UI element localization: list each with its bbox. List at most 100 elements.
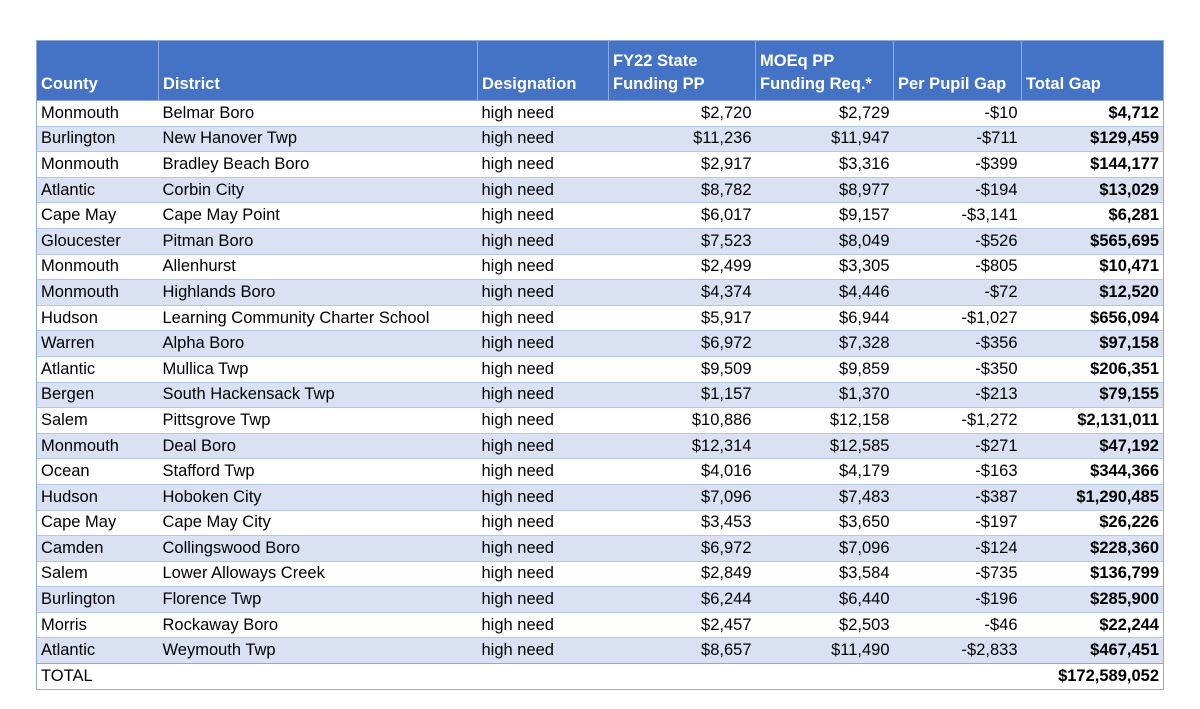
table-cell: Collingswood Boro <box>158 535 478 562</box>
table-cell: $7,483 <box>755 483 894 510</box>
table-cell: Burlington <box>36 586 159 613</box>
table-cell: $228,360 <box>1021 535 1164 562</box>
table-cell: -$194 <box>893 176 1022 203</box>
column-header: Total Gap <box>1021 40 1164 101</box>
table-cell: Deal Boro <box>158 432 478 459</box>
table-row: Bergen South Hackensack Twp high need $1,15… <box>36 381 1164 408</box>
table-cell: $8,782 <box>608 176 756 203</box>
header-line: FY22 State <box>613 52 698 70</box>
table-cell: New Hanover Twp <box>158 125 478 152</box>
table-row: Monmouth Belmar Boro high need $2,720 $2,729… <box>36 100 1164 127</box>
table-cell: $4,712 <box>1021 100 1164 127</box>
table-cell: $7,096 <box>608 483 756 510</box>
table-cell: -$356 <box>893 330 1022 357</box>
table-cell: $2,131,011 <box>1021 407 1164 434</box>
header-line: Funding PP <box>613 75 705 93</box>
table-cell: -$387 <box>893 483 1022 510</box>
table-cell: Belmar Boro <box>158 100 478 127</box>
header-line: Per Pupil Gap <box>898 75 1007 93</box>
table-cell: -$1,027 <box>893 304 1022 331</box>
table-cell: -$805 <box>893 253 1022 280</box>
table-cell: Atlantic <box>36 176 159 203</box>
total-label: TOTAL <box>36 663 159 690</box>
table-cell: high need <box>477 381 609 408</box>
table-cell: $6,972 <box>608 330 756 357</box>
empty-cell <box>158 663 478 690</box>
table-cell: high need <box>477 458 609 485</box>
table-cell: -$196 <box>893 586 1022 613</box>
table-cell: Pitman Boro <box>158 227 478 255</box>
funding-table: County District Designation FY22 State Fundi… <box>36 40 1164 690</box>
table-cell: $97,158 <box>1021 330 1164 357</box>
table-cell: $12,520 <box>1021 279 1164 306</box>
table-cell: $10,886 <box>608 407 756 434</box>
table-cell: high need <box>477 560 609 587</box>
table-cell: -$1,272 <box>893 407 1022 434</box>
table-cell: Learning Community Charter School <box>158 304 478 331</box>
table-cell: $206,351 <box>1021 355 1164 383</box>
table-row: Cape May Cape May Point high need $6,017 $9,… <box>36 202 1164 229</box>
table-row: Gloucester Pitman Boro high need $7,523 $8,0… <box>36 227 1164 255</box>
table-row: Camden Collingswood Boro high need $6,972 $7… <box>36 535 1164 562</box>
table-cell: $1,157 <box>608 381 756 408</box>
table-cell: -$10 <box>893 100 1022 127</box>
table-cell: Salem <box>36 560 159 587</box>
table-cell: Hudson <box>36 483 159 510</box>
table-cell: Mullica Twp <box>158 355 478 383</box>
table-cell: Salem <box>36 407 159 434</box>
table-cell: -$46 <box>893 611 1022 638</box>
table-cell: Cape May City <box>158 509 478 536</box>
table-cell: -$2,833 <box>893 637 1022 664</box>
table-cell: $2,499 <box>608 253 756 280</box>
table-cell: Morris <box>36 611 159 638</box>
table-cell: $79,155 <box>1021 381 1164 408</box>
table-row: Monmouth Deal Boro high need $12,314 $12,585… <box>36 432 1164 459</box>
table-cell: $6,944 <box>755 304 894 331</box>
table-cell: $26,226 <box>1021 509 1164 536</box>
table-row: Atlantic Corbin City high need $8,782 $8,977… <box>36 176 1164 203</box>
table-cell: $7,096 <box>755 535 894 562</box>
table-cell: Cape May <box>36 202 159 229</box>
header-line: MOEq PP <box>760 52 835 70</box>
table-cell: Atlantic <box>36 355 159 383</box>
table-cell: Cape May Point <box>158 202 478 229</box>
table-cell: Cape May <box>36 509 159 536</box>
table-cell: $47,192 <box>1021 432 1164 459</box>
column-header: District <box>158 40 478 101</box>
table-cell: -$72 <box>893 279 1022 306</box>
table-row: Warren Alpha Boro high need $6,972 $7,328 -$3… <box>36 330 1164 357</box>
table-cell: $4,446 <box>755 279 894 306</box>
table-cell: Weymouth Twp <box>158 637 478 664</box>
table-cell: $9,859 <box>755 355 894 383</box>
table-cell: $11,236 <box>608 125 756 152</box>
table-cell: $129,459 <box>1021 125 1164 152</box>
empty-cell <box>893 663 1022 690</box>
table-cell: Camden <box>36 535 159 562</box>
header-line: Designation <box>482 75 577 93</box>
table-cell: high need <box>477 176 609 203</box>
table-cell: $6,972 <box>608 535 756 562</box>
header-line: Funding Req.* <box>760 75 872 93</box>
table-cell: Florence Twp <box>158 586 478 613</box>
table-cell: $6,017 <box>608 202 756 229</box>
table-cell: high need <box>477 330 609 357</box>
table-cell: high need <box>477 202 609 229</box>
table-cell: Rockaway Boro <box>158 611 478 638</box>
table-cell: $7,523 <box>608 227 756 255</box>
table-cell: $285,900 <box>1021 586 1164 613</box>
table-cell: $3,453 <box>608 509 756 536</box>
table-cell: high need <box>477 637 609 664</box>
table-cell: $136,799 <box>1021 560 1164 587</box>
table-cell: Hoboken City <box>158 483 478 510</box>
table-row: Burlington New Hanover Twp high need $11,23… <box>36 125 1164 152</box>
table-cell: high need <box>477 227 609 255</box>
empty-cell <box>608 663 756 690</box>
table-cell: $8,977 <box>755 176 894 203</box>
table-cell: $1,370 <box>755 381 894 408</box>
table-cell: $22,244 <box>1021 611 1164 638</box>
total-row: TOTAL $172,589,052 <box>36 663 1164 690</box>
table-cell: $10,471 <box>1021 253 1164 280</box>
table-row: Monmouth Bradley Beach Boro high need $2,91… <box>36 151 1164 178</box>
table-cell: $6,281 <box>1021 202 1164 229</box>
